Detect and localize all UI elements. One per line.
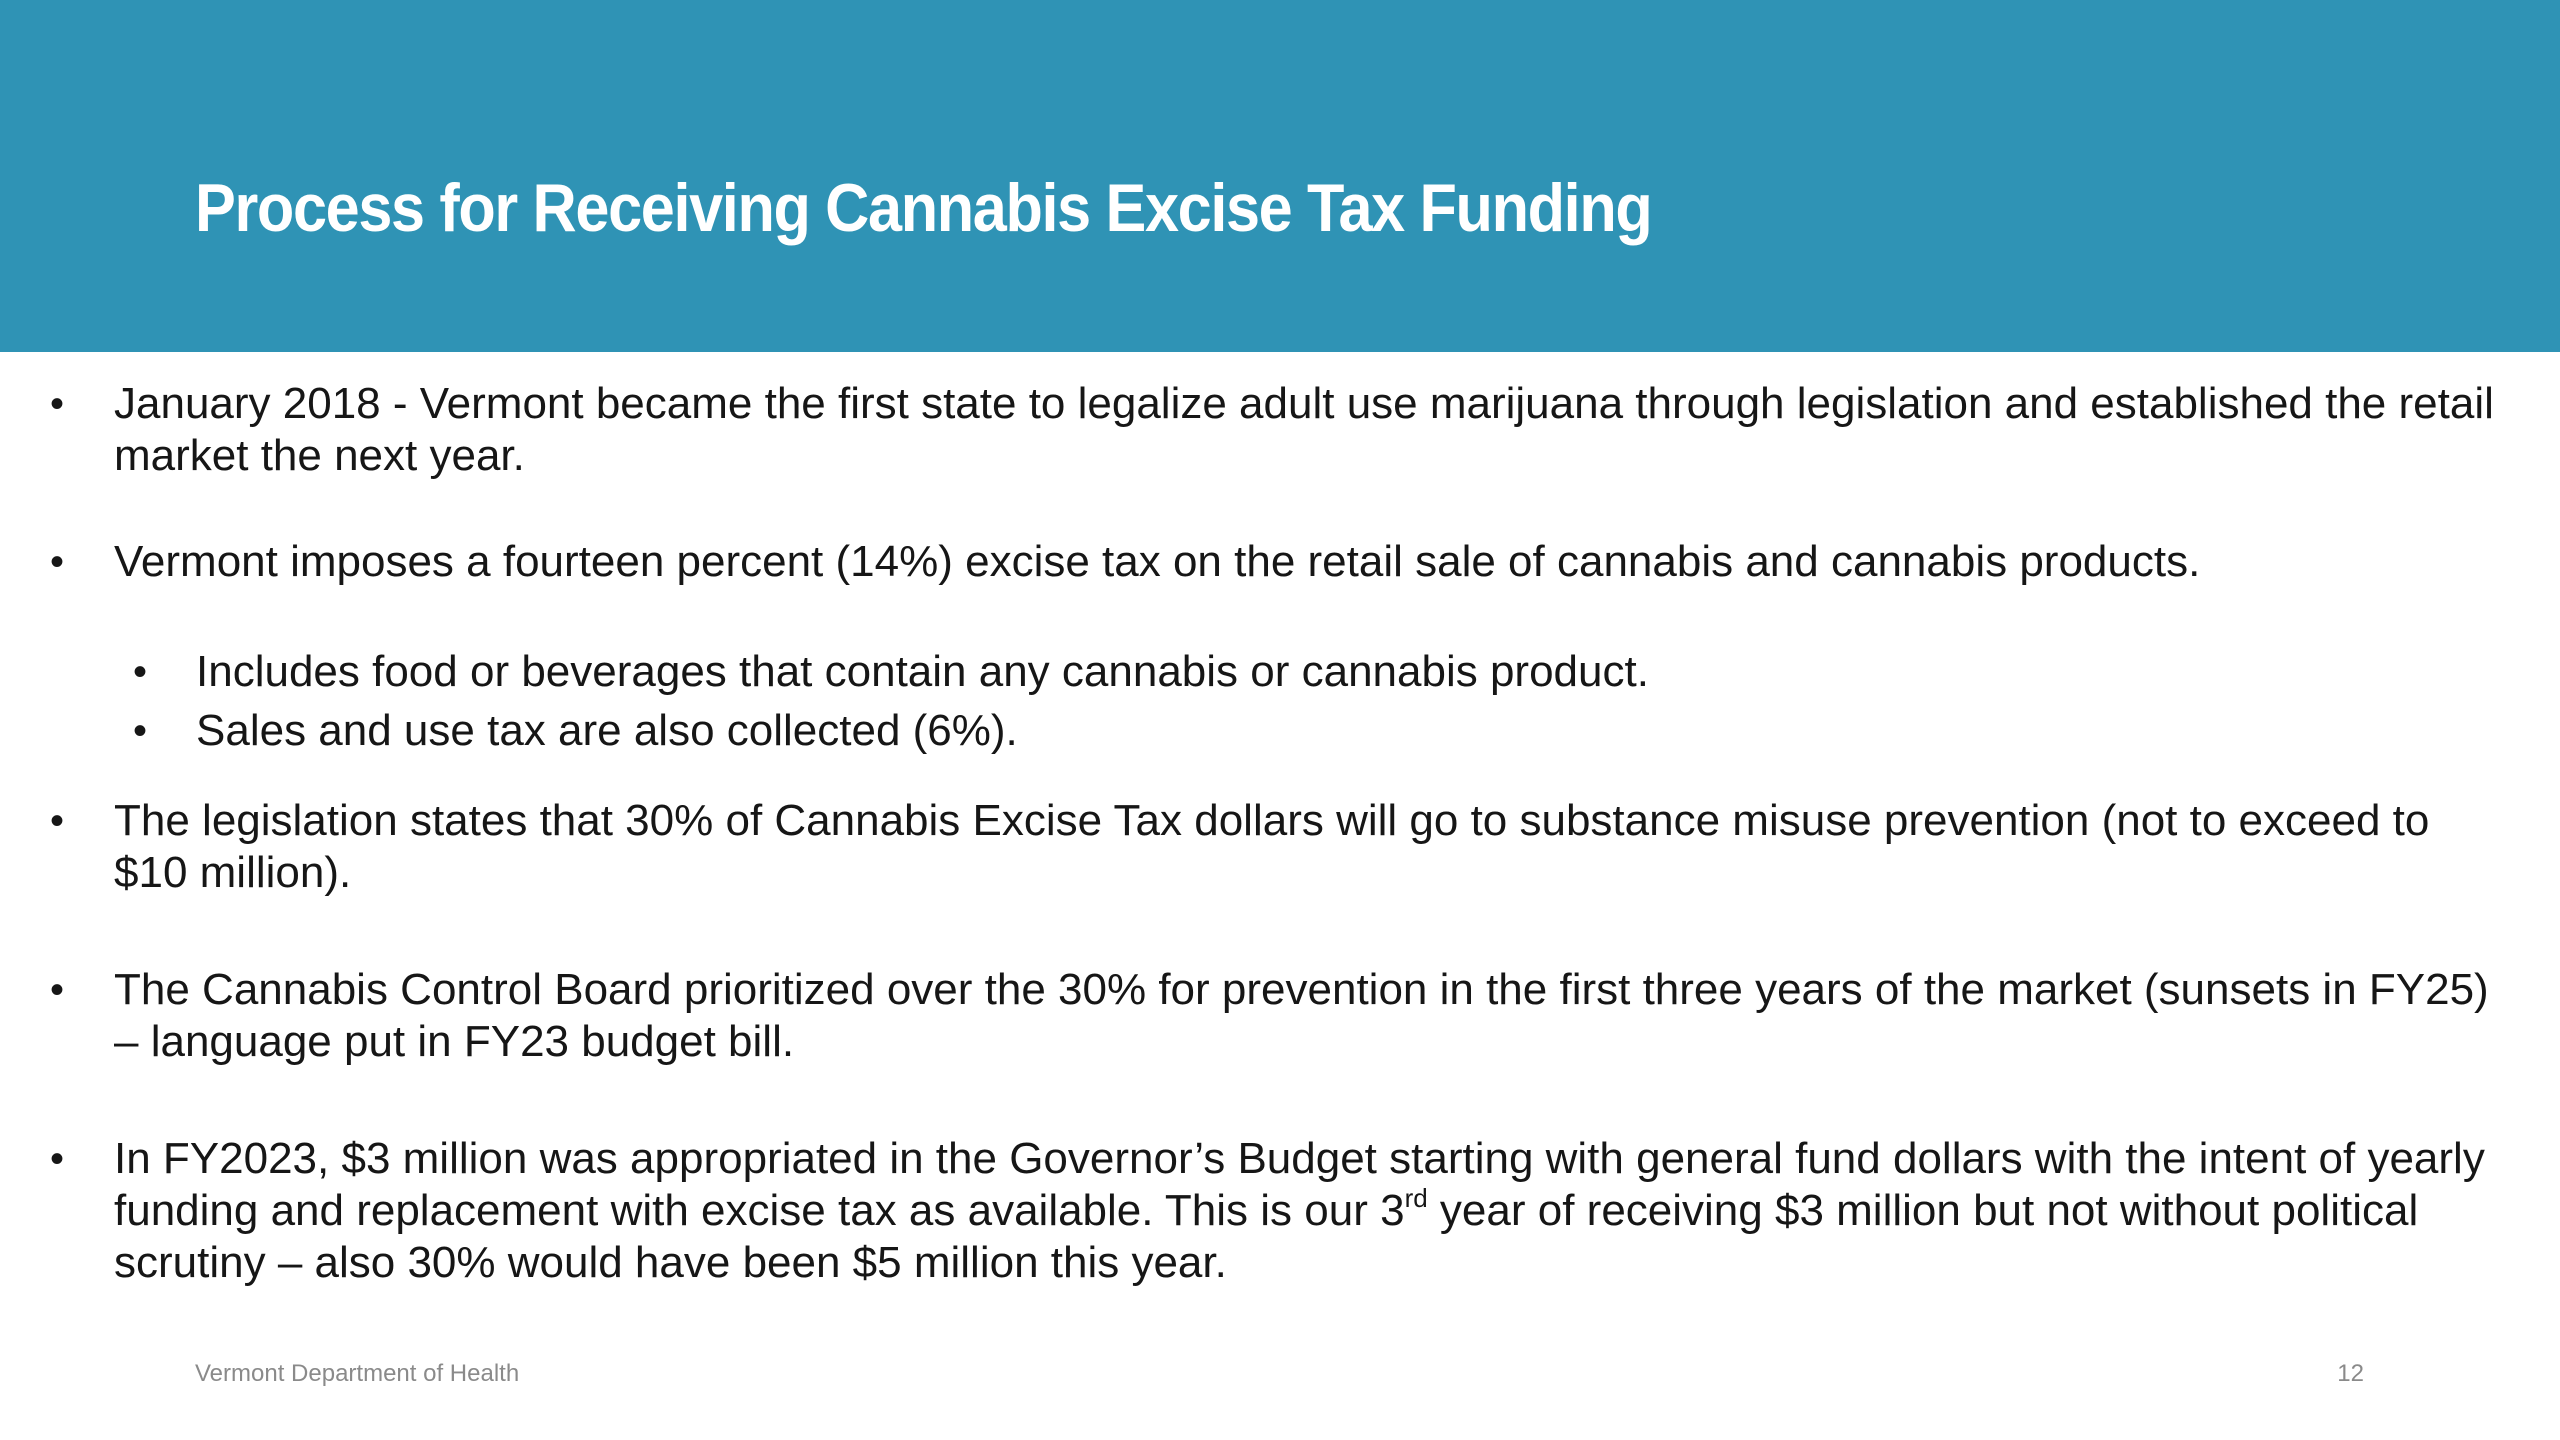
appropriation-text-end: year of receiving $3 million but not wit…	[114, 1186, 2419, 1287]
appropriation-text-start: In FY2023, $3 million was appropriated i…	[114, 1134, 2485, 1235]
ordinal-suffix: rd	[1404, 1183, 1428, 1213]
slide-title: Process for Receiving Cannabis Excise Ta…	[195, 170, 1653, 246]
sub-bullet-item-sales-tax: Sales and use tax are also collected (6%…	[196, 706, 1018, 755]
sub-bullet-marker: •	[133, 650, 148, 694]
footer-organization: Vermont Department of Health	[195, 1360, 520, 1387]
bullet-marker: •	[50, 540, 65, 584]
bullet-item-fy2023-appropriation: In FY2023, $3 million was appropriated i…	[114, 1133, 2514, 1289]
page-number: 12	[2337, 1360, 2364, 1387]
sub-bullet-marker: •	[133, 709, 148, 753]
sub-bullet-item-food-beverages: Includes food or beverages that contain …	[196, 647, 1649, 696]
bullet-item-excise-tax: Vermont imposes a fourteen percent (14%)…	[114, 537, 2201, 586]
bullet-marker: •	[50, 382, 65, 426]
bullet-item-legalization: January 2018 - Vermont became the first …	[114, 379, 2494, 480]
bullet-marker: •	[50, 968, 65, 1012]
bullet-marker: •	[50, 1137, 65, 1181]
bullet-item-prevention-share: The legislation states that 30% of Canna…	[114, 796, 2430, 897]
header-band	[0, 0, 2560, 352]
bullet-item-control-board: The Cannabis Control Board prioritized o…	[114, 965, 2489, 1066]
bullet-marker: •	[50, 799, 65, 843]
